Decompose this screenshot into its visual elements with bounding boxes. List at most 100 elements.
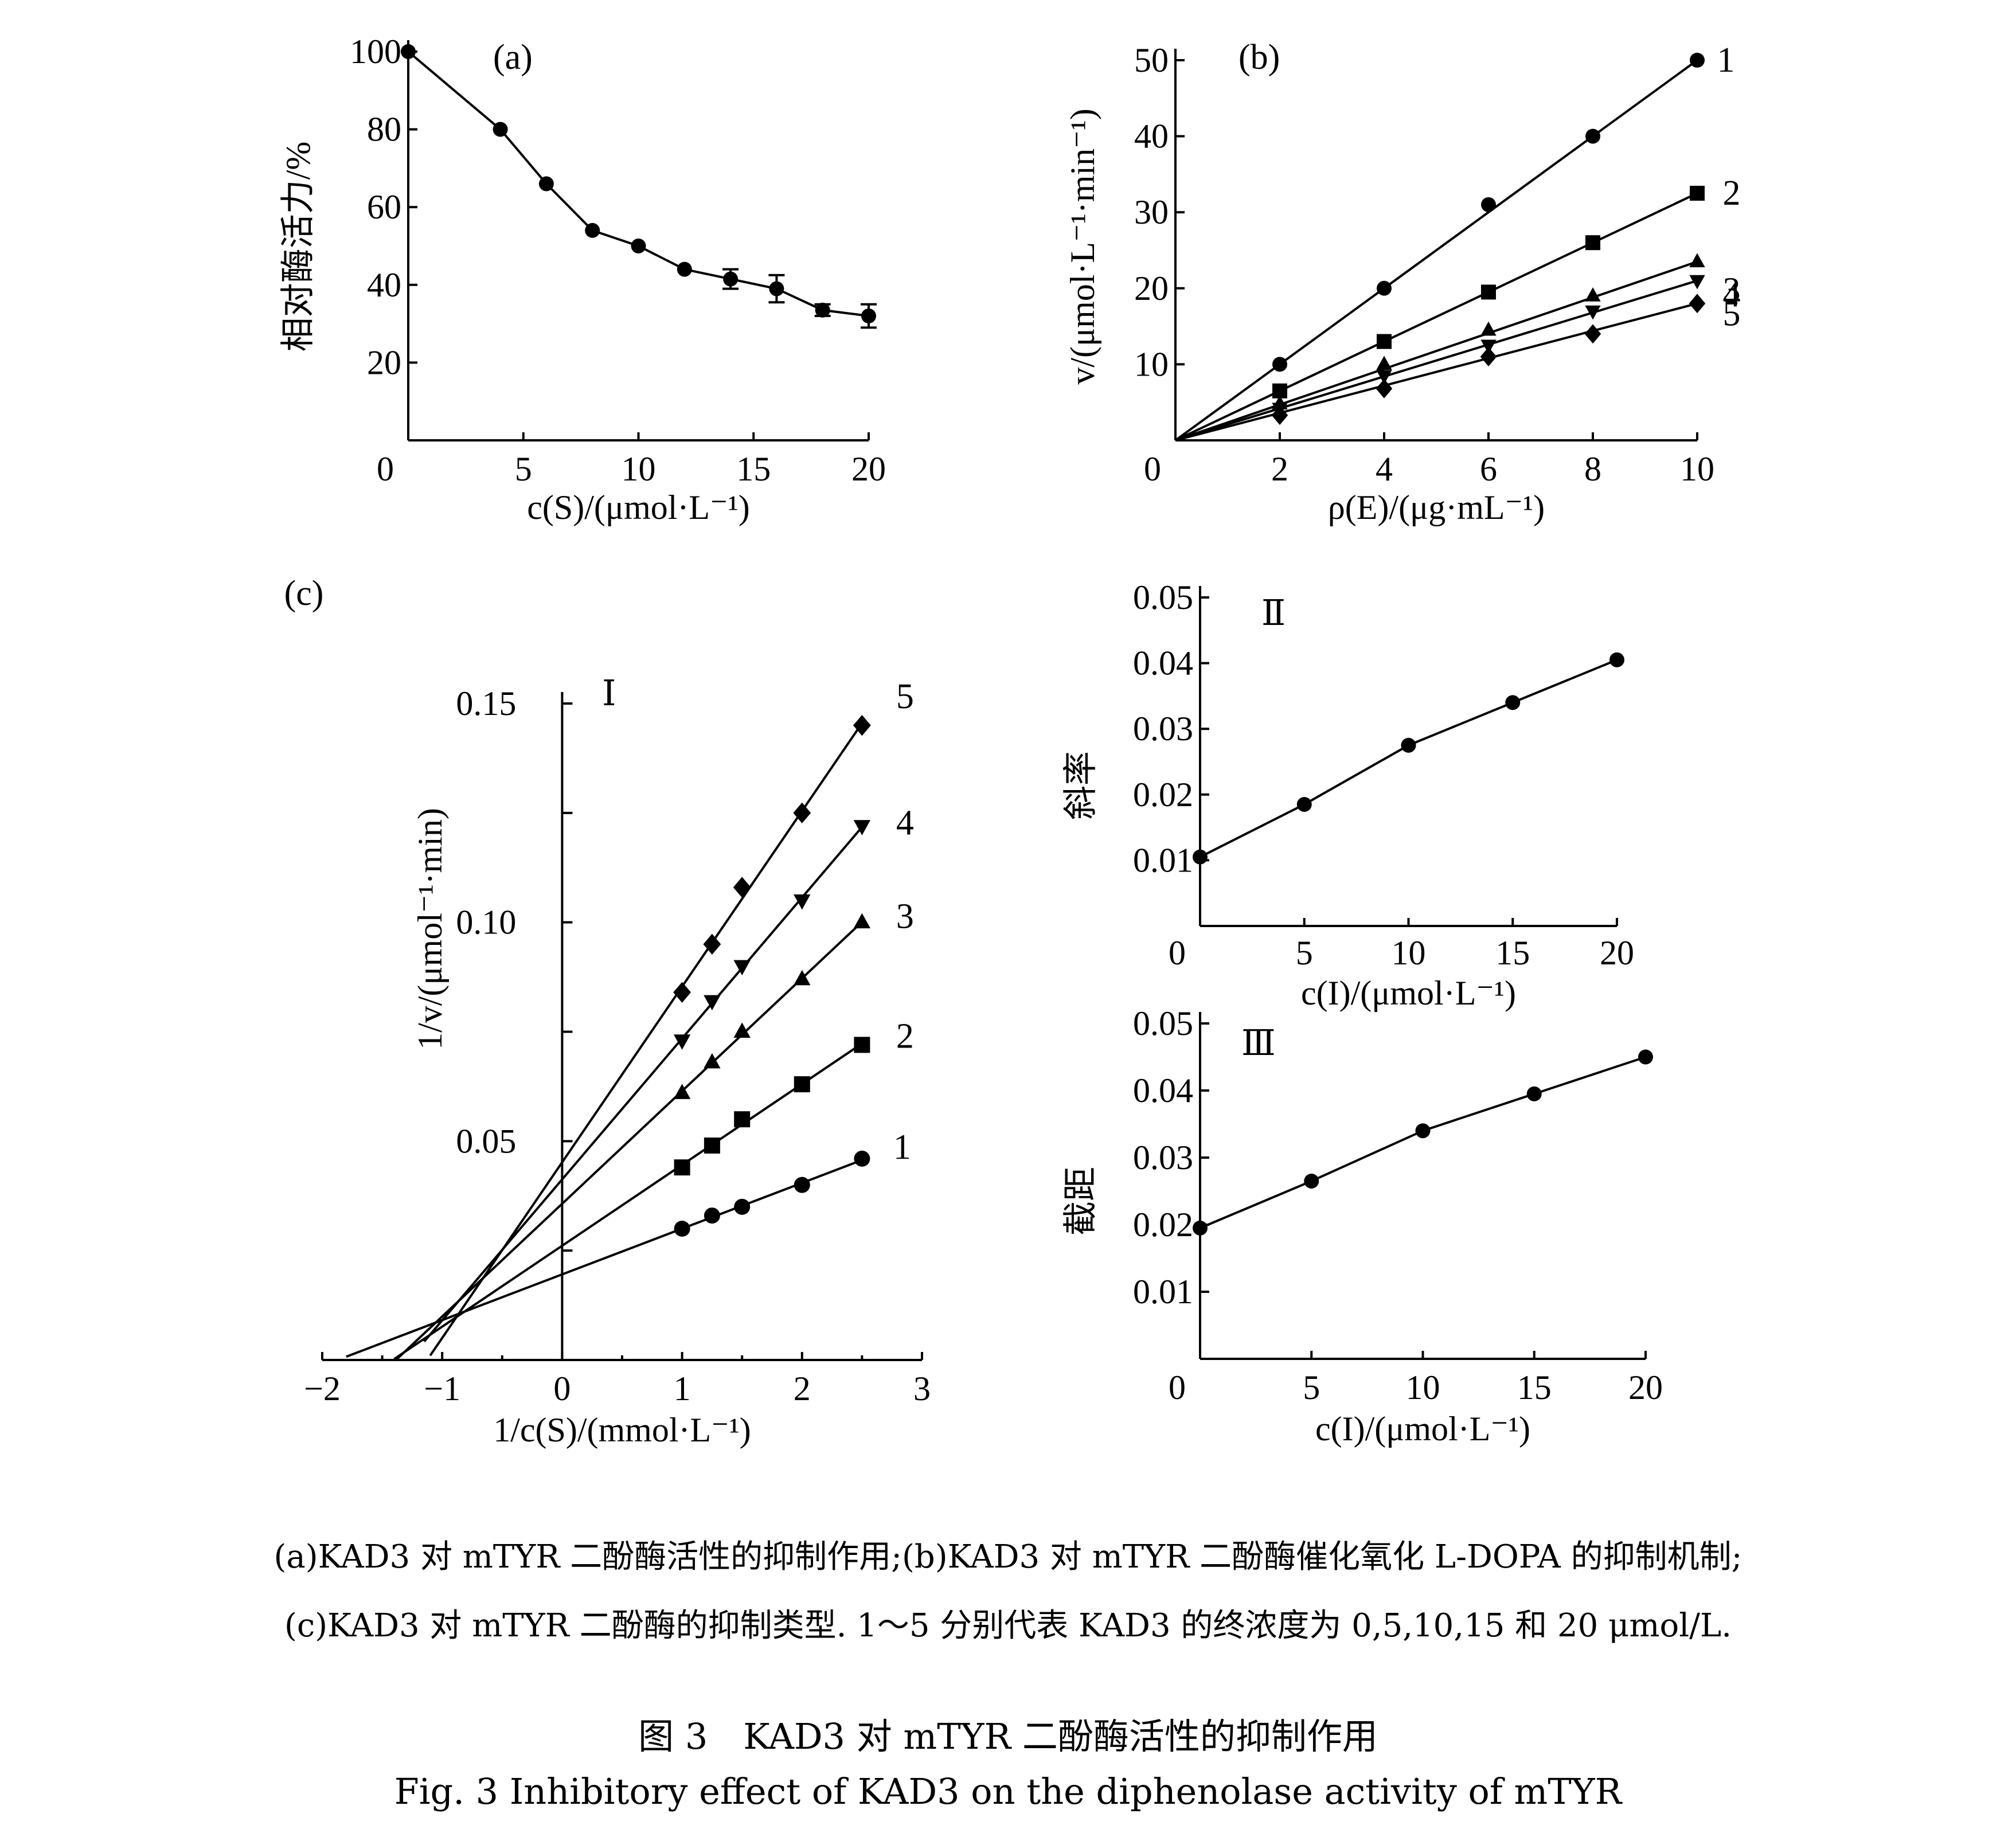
data-point: [704, 995, 721, 1011]
data-point: [1376, 355, 1392, 370]
y-tick-label: 0.03: [1133, 1139, 1193, 1177]
data-point: [1609, 652, 1624, 667]
caption-line-2: (c)KAD3 对 mTYR 二酚酶的抑制类型. 1～5 分别代表 KAD3 的…: [284, 1607, 1732, 1644]
data-point: [1304, 1173, 1319, 1189]
x-axis-label: ρ(E)/(μg·mL⁻¹): [1328, 488, 1545, 526]
x-axis-label: c(I)/(μmol·L⁻¹): [1315, 1410, 1530, 1448]
data-point: [1272, 357, 1287, 372]
data-point: [1480, 321, 1497, 336]
y-tick-label: 0.05: [1133, 1005, 1193, 1042]
series-5: 5: [429, 677, 914, 1357]
x-axis-label: c(I)/(μmol·L⁻¹): [1301, 974, 1516, 1012]
data-point: [853, 820, 871, 835]
x-tick-label: 0: [377, 450, 394, 488]
x-tick-label: −2: [304, 1370, 341, 1408]
y-tick-label: 0.04: [1133, 1072, 1193, 1109]
series-fit-line: [429, 722, 864, 1357]
data-point: [1376, 370, 1392, 385]
data-point: [704, 1137, 720, 1154]
series-3: 3: [395, 897, 914, 1361]
x-tick-label: 2: [1271, 450, 1288, 488]
series-line: [1175, 192, 1698, 441]
series-fit-line: [346, 1159, 863, 1358]
x-tick-label: 0: [1169, 934, 1186, 972]
data-point: [733, 877, 751, 898]
series-label: 3: [896, 897, 914, 936]
x-tick-label: 0: [1144, 450, 1161, 488]
panel-label-a: (a): [493, 38, 533, 77]
data-point: [1193, 849, 1208, 865]
data-point: [1376, 378, 1393, 398]
data-point: [861, 308, 876, 324]
series-fit-line: [393, 1042, 863, 1360]
data-point: [1585, 287, 1601, 302]
data-point: [1689, 294, 1706, 314]
data-point: [815, 302, 830, 318]
series-4: 4: [1175, 275, 1741, 441]
series-label: 1: [1717, 41, 1735, 80]
y-tick-label: 20: [1134, 269, 1169, 307]
y-tick-label: 20: [367, 343, 401, 381]
x-tick-label: −1: [424, 1370, 460, 1408]
y-tick-label: 0.05: [1133, 579, 1193, 616]
x-tick-label: 20: [1628, 1369, 1663, 1406]
data-point: [794, 1076, 810, 1093]
x-tick-label: 10: [622, 450, 656, 488]
series-label: 4: [1723, 276, 1741, 315]
data-point: [733, 1022, 751, 1038]
panel-label-c: (c): [284, 574, 324, 613]
data-point: [1271, 405, 1288, 425]
data-point: [673, 1034, 691, 1050]
data-point: [723, 271, 739, 287]
series-label: 4: [896, 804, 914, 843]
data-point: [1415, 1123, 1431, 1139]
series-4: 4: [423, 804, 914, 1343]
data-point: [734, 1111, 751, 1128]
panel-label-c2: Ⅱ: [1261, 594, 1286, 633]
data-point: [401, 44, 416, 59]
data-point: [538, 176, 554, 192]
y-tick-label: 10: [1134, 345, 1169, 383]
x-tick-label: 3: [913, 1370, 931, 1408]
y-tick-label: 0.04: [1133, 644, 1193, 682]
series-0: [1193, 652, 1624, 865]
series-label: 5: [896, 677, 914, 716]
chart-b: 0 2 4 6 8 10 10 20 30 40 50 ρ(E)/(μg·mL⁻¹) v/(μmol·L…: [1064, 38, 1741, 526]
caption-line-1: (a)KAD3 对 mTYR 二酚酶活性的抑制作用;(b)KAD3 对 mTYR…: [274, 1538, 1742, 1576]
y-tick-label: 40: [367, 266, 401, 304]
y-tick-label: 60: [367, 188, 401, 226]
chart-c2: 0 5 10 15 20 0.01 0.02 0.03 0.04 0.05 c(I)/(μmol·L…: [1062, 579, 1634, 1012]
series-3: 3: [1175, 253, 1741, 441]
data-point: [794, 894, 811, 910]
data-point: [1526, 1086, 1542, 1101]
data-point: [673, 982, 691, 1003]
x-tick-label: 0: [1169, 1369, 1186, 1406]
series-label: 2: [1723, 174, 1741, 213]
y-tick-label: 0.01: [1133, 841, 1193, 879]
data-point: [853, 913, 871, 929]
data-point: [733, 960, 751, 976]
data-point: [1585, 305, 1601, 320]
x-tick-label: 10: [1392, 934, 1426, 972]
x-tick-label: 6: [1480, 450, 1497, 488]
series-1: 1: [346, 1128, 911, 1358]
y-tick-label: 0.10: [456, 904, 516, 941]
data-point: [1377, 334, 1392, 349]
y-tick-label: 50: [1134, 41, 1169, 79]
panel-label-b: (b): [1238, 38, 1280, 77]
data-point: [631, 239, 646, 253]
y-tick-label: 0.02: [1133, 1206, 1193, 1244]
chart-c3: 0 5 10 15 20 0.01 0.02 0.03 0.04 0.05 c(I)/(μmol·L…: [1062, 1005, 1663, 1448]
data-point: [793, 802, 811, 824]
chart-a: 0 5 10 15 20 20 40 60 80 100 c(S)/(μmol·L⁻¹) 相对酶活力/…: [279, 33, 886, 526]
series-fit-line: [395, 921, 863, 1361]
series-label: 3: [1723, 271, 1741, 310]
y-axis-label: 相对酶活力/%: [279, 142, 317, 352]
x-tick-label: 10: [1406, 1369, 1440, 1406]
chart-c1: −2 −1 0 1 2 3 0.05 0.10 0.15 1/c(S)/(mmol·L⁻¹) 1/v…: [284, 574, 931, 1449]
data-point: [1584, 324, 1601, 344]
series-5: 5: [1175, 294, 1741, 441]
x-tick-label: 5: [515, 450, 532, 488]
x-tick-label: 10: [1680, 450, 1714, 488]
y-axis-label: v/(μmol·L⁻¹·min⁻¹): [1064, 108, 1101, 384]
